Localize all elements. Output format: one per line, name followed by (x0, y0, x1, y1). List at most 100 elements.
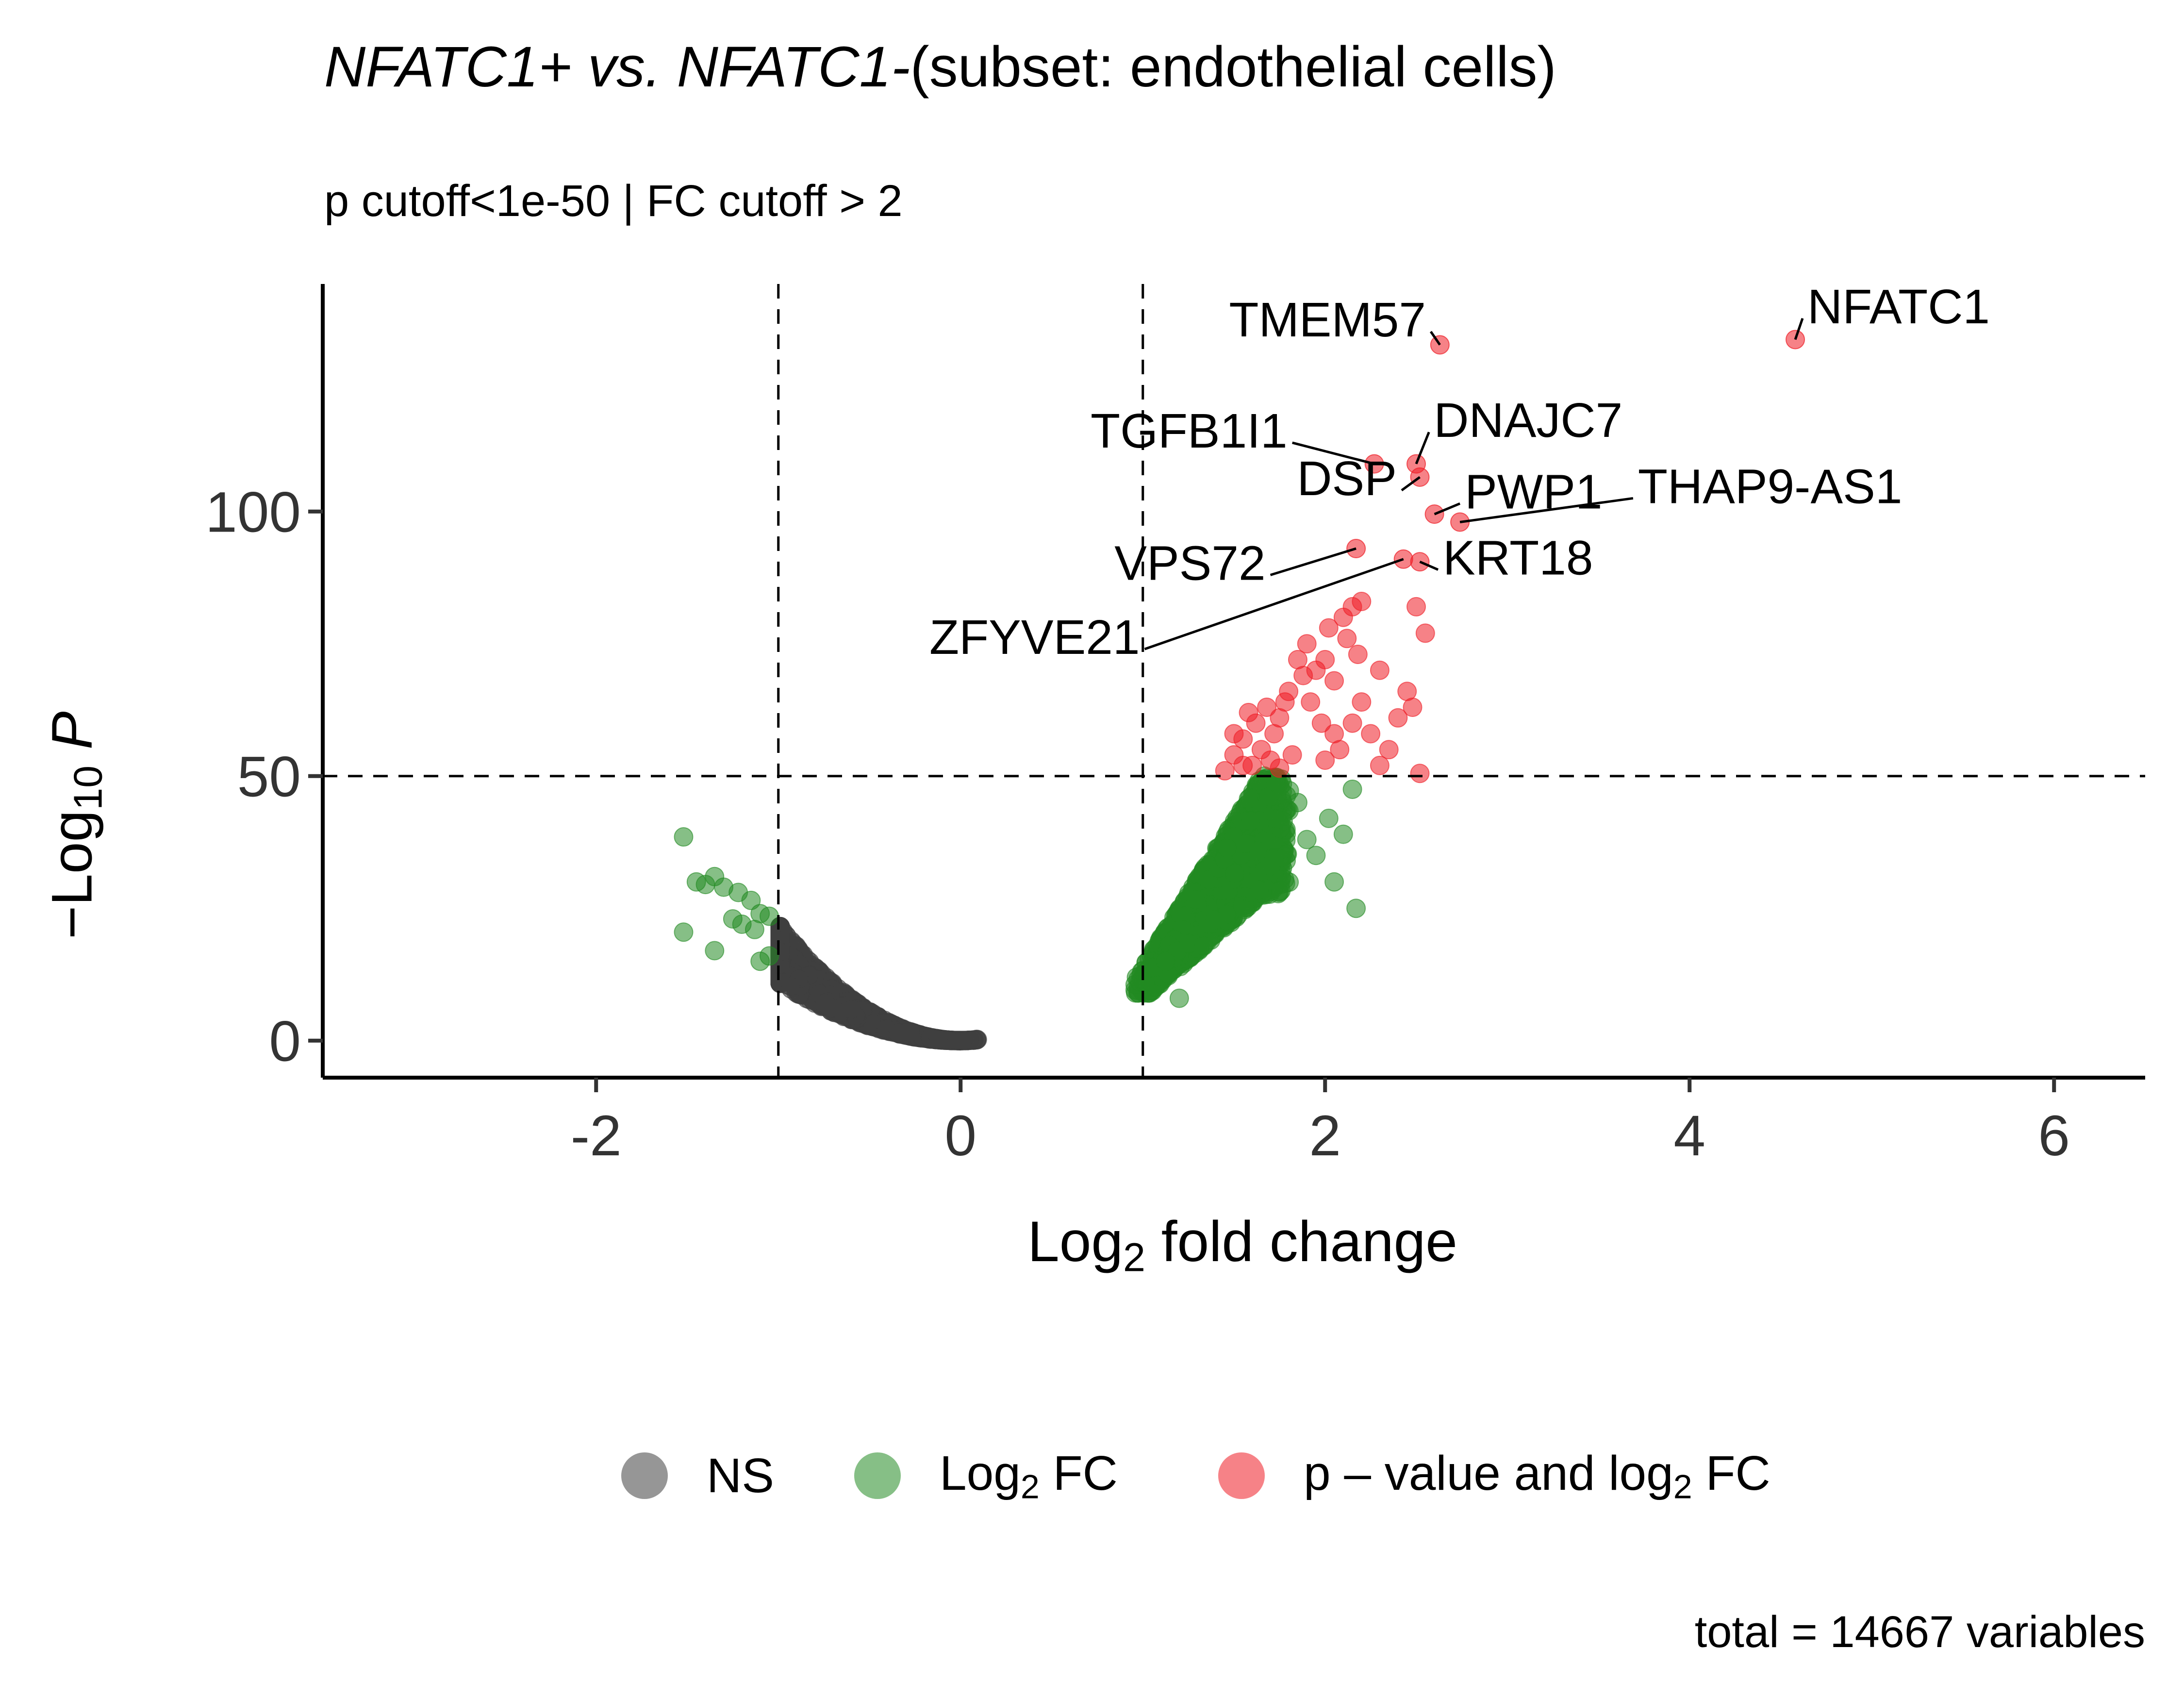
gene-label-tgfb1i1: TGFB1I1 (1091, 404, 1288, 458)
fc-point (1217, 838, 1237, 858)
legend-item-fc: Log2 FC (854, 1437, 1118, 1515)
x-tick-label: 2 (1309, 1104, 1341, 1168)
x-axis-label: Log2 fold change (1027, 1209, 1457, 1281)
x-label-rest: fold change (1145, 1210, 1457, 1274)
fc-point (686, 872, 706, 892)
connector-vps72 (1270, 547, 1357, 576)
ns-point (814, 994, 834, 1014)
y-tick-label: 0 (269, 1010, 301, 1074)
fc-point (1333, 824, 1353, 844)
sig-point (1370, 660, 1390, 680)
fc-point (674, 827, 694, 847)
sig-point (1342, 713, 1362, 733)
legend-label-fc: Log2 FC (940, 1446, 1118, 1506)
gene-label-vps72: VPS72 (1114, 536, 1265, 591)
sig-point (1233, 755, 1253, 775)
axes: -2 0 2 4 6 0 50 100 (205, 284, 2145, 1168)
fc-point (1267, 809, 1287, 829)
chart-subtitle: p cutoff<1e-50 | FC cutoff > 2 (324, 176, 903, 226)
fc-point (1194, 936, 1214, 956)
sig-point (1352, 592, 1372, 611)
fc-point (1272, 782, 1292, 801)
gene-label-tmem57: TMEM57 (1229, 293, 1426, 347)
sig-point (1352, 692, 1372, 712)
connector-pwp1 (1434, 502, 1461, 516)
legend-swatch-fc (854, 1452, 901, 1499)
fc-point (1241, 811, 1260, 831)
fc-point (1306, 846, 1326, 866)
y-label-var: P (40, 711, 104, 750)
sig-point (1279, 682, 1299, 701)
connector-dsp (1401, 476, 1421, 492)
fc-point (1297, 830, 1317, 850)
fc-point (1239, 789, 1258, 809)
fc-point (1169, 988, 1189, 1008)
legend-swatch-pfc (1218, 1452, 1265, 1499)
fc-point (1186, 890, 1206, 910)
sig-point (1370, 755, 1390, 775)
sig-point (1330, 740, 1350, 760)
sig-point (1315, 650, 1335, 669)
sig-point (1406, 597, 1426, 616)
legend-item-ns: NS (621, 1437, 774, 1515)
gene-label-dnajc7: DNAJC7 (1434, 393, 1622, 448)
fc-point (705, 941, 725, 961)
gene-label-thap9-as1: THAP9-AS1 (1638, 459, 1903, 514)
x-label-sub: 2 (1123, 1234, 1145, 1280)
sig-point (1361, 724, 1381, 744)
sig-point (1297, 634, 1317, 654)
fc-point (1324, 872, 1344, 892)
y-tick-label: 100 (205, 481, 301, 545)
fc-point (723, 909, 743, 929)
y-label-prefix: −Log (40, 810, 104, 939)
x-tick-label: 4 (1673, 1104, 1705, 1168)
sig-point (1348, 645, 1368, 664)
gene-label-nfatc1: NFATC1 (1807, 280, 1990, 334)
ns-point (842, 999, 861, 1019)
y-tick-label: 50 (237, 745, 301, 809)
sig-point (1239, 702, 1258, 722)
fc-point (1346, 899, 1366, 918)
x-tick-label: 0 (944, 1104, 976, 1168)
fc-point (1342, 779, 1362, 799)
fc-point (1288, 793, 1307, 813)
x-tick-label: -2 (571, 1104, 622, 1168)
fc-point (1235, 899, 1255, 919)
sig-point (1282, 745, 1302, 765)
fc-point (1249, 880, 1269, 900)
fc-point (1260, 856, 1280, 876)
x-tick-label: 6 (2038, 1104, 2070, 1168)
background-points (674, 592, 1435, 1050)
gene-label-pwp1: PWP1 (1465, 465, 1602, 519)
sig-point (1415, 623, 1435, 643)
fc-point (1235, 833, 1255, 853)
connector-thap9-as1 (1459, 497, 1634, 523)
sig-point (1301, 692, 1321, 712)
legend: NS Log2 FC p – value and log2 FC (0, 1437, 2184, 1515)
sig-point (1379, 740, 1399, 760)
gene-label-dsp: DSP (1297, 451, 1397, 506)
sig-point (1324, 671, 1344, 691)
fc-point (1319, 808, 1339, 828)
fc-point (1156, 951, 1175, 971)
fc-point (1271, 881, 1291, 900)
sig-point (1403, 698, 1423, 717)
sig-point (1257, 698, 1277, 717)
legend-label-pfc: p – value and log2 FC (1304, 1446, 1770, 1506)
ns-point (781, 976, 801, 996)
connector-nfatc1 (1794, 318, 1804, 340)
caption: total = 14667 variables (1694, 1607, 2145, 1657)
sig-point (1270, 758, 1290, 778)
gene-label-zfyve21: ZFYVE21 (929, 610, 1140, 665)
sig-point (1410, 764, 1430, 783)
sig-point (1388, 708, 1408, 728)
ns-point (953, 1031, 973, 1050)
sig-point (1315, 750, 1335, 770)
fc-point (741, 890, 761, 910)
connector-dnajc7 (1415, 432, 1430, 465)
connector-tmem57 (1429, 331, 1441, 346)
gene-label-krt18: KRT18 (1443, 531, 1593, 585)
fc-point (1205, 910, 1224, 930)
